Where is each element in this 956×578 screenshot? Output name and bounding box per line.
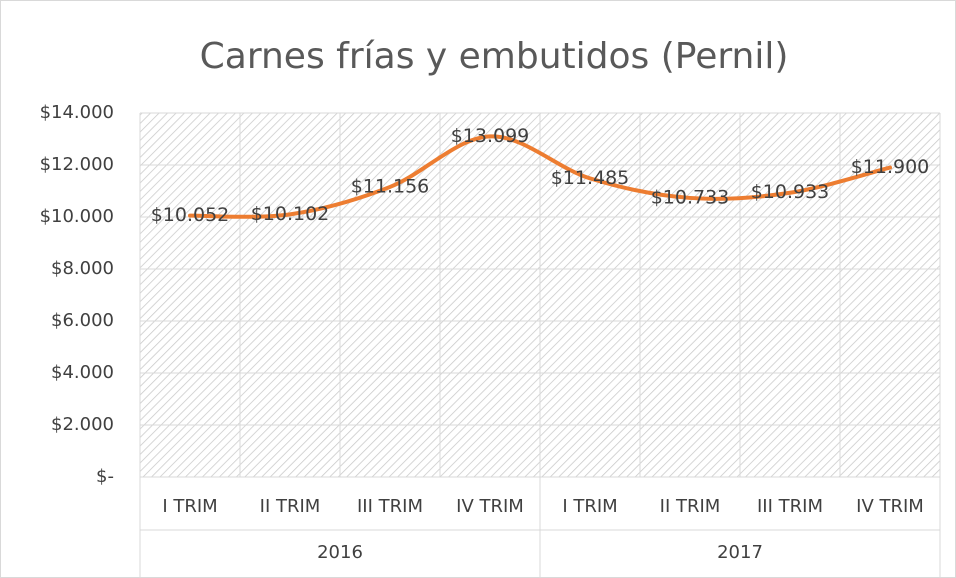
data-label: $10.933 xyxy=(751,181,830,203)
data-label: $10.733 xyxy=(651,186,730,208)
x-tick-label: II TRIM xyxy=(260,496,321,517)
line-series xyxy=(188,134,892,219)
data-label: $10.102 xyxy=(251,203,330,225)
x-tick-label: IV TRIM xyxy=(456,496,524,517)
x-tick-label: I TRIM xyxy=(562,496,617,517)
x-tick-label: IV TRIM xyxy=(856,496,924,517)
x-tick-label: I TRIM xyxy=(162,496,217,517)
group-label: 2016 xyxy=(317,542,363,563)
data-label: $13.099 xyxy=(451,125,530,147)
y-tick-label: $8.000 xyxy=(51,258,114,279)
x-tick-label: III TRIM xyxy=(357,496,423,517)
data-label: $10.052 xyxy=(151,204,230,226)
data-label: $11.156 xyxy=(351,175,430,197)
group-label: 2017 xyxy=(717,542,763,563)
x-tick-label: III TRIM xyxy=(757,496,823,517)
data-label: $11.485 xyxy=(551,167,630,189)
y-tick-label: $- xyxy=(96,466,114,487)
y-tick-label: $14.000 xyxy=(40,102,114,123)
y-tick-label: $10.000 xyxy=(40,206,114,227)
y-tick-label: $4.000 xyxy=(51,362,114,383)
chart-title: Carnes frías y embutidos (Pernil) xyxy=(200,36,789,77)
data-label: $11.900 xyxy=(851,156,930,178)
y-tick-label: $2.000 xyxy=(51,414,114,435)
y-tick-label: $12.000 xyxy=(40,154,114,175)
x-tick-label: II TRIM xyxy=(660,496,721,517)
y-tick-label: $6.000 xyxy=(51,310,114,331)
